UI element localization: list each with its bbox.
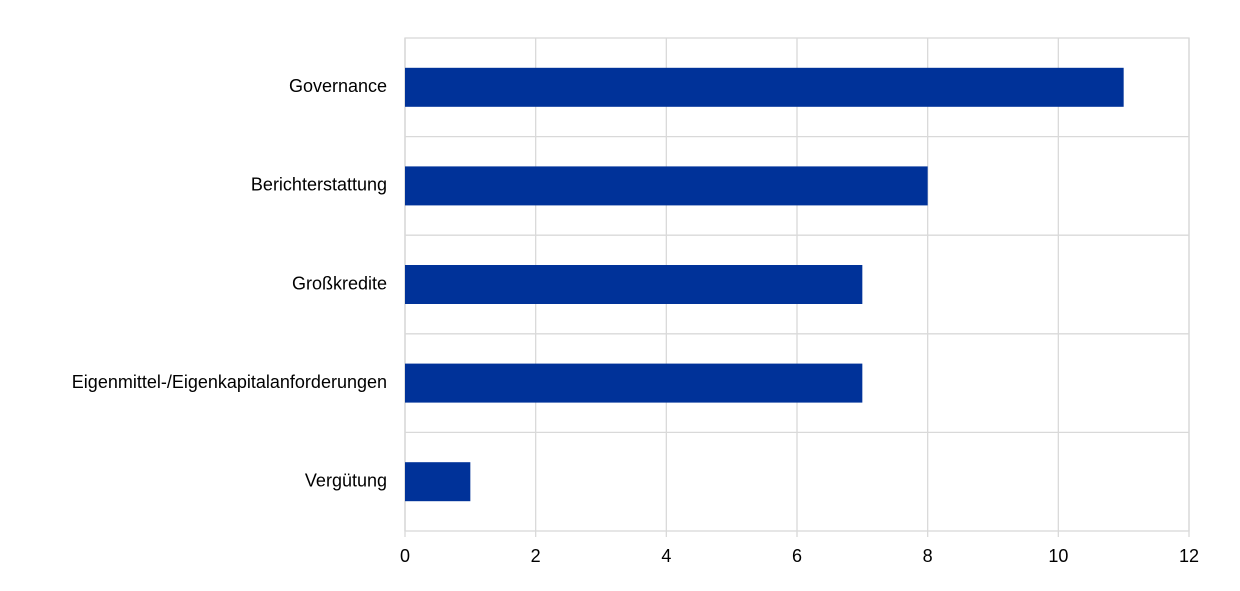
bar	[405, 166, 928, 206]
x-tick-label: 10	[1048, 546, 1068, 566]
category-label: Berichterstattung	[251, 175, 387, 195]
x-tick-label: 4	[661, 546, 671, 566]
x-tick-label: 0	[400, 546, 410, 566]
bar	[405, 67, 1124, 107]
category-label: Eigenmittel-/Eigenkapitalanforderungen	[72, 372, 387, 392]
category-label: Vergütung	[305, 470, 387, 490]
bar	[405, 462, 471, 502]
bar	[405, 265, 863, 304]
bar	[405, 363, 863, 403]
x-tick-label: 8	[923, 546, 933, 566]
category-label: Großkredite	[292, 273, 387, 293]
x-tick-label: 2	[531, 546, 541, 566]
x-tick-label: 6	[792, 546, 802, 566]
x-tick-label: 12	[1179, 546, 1199, 566]
category-label: Governance	[289, 76, 387, 96]
